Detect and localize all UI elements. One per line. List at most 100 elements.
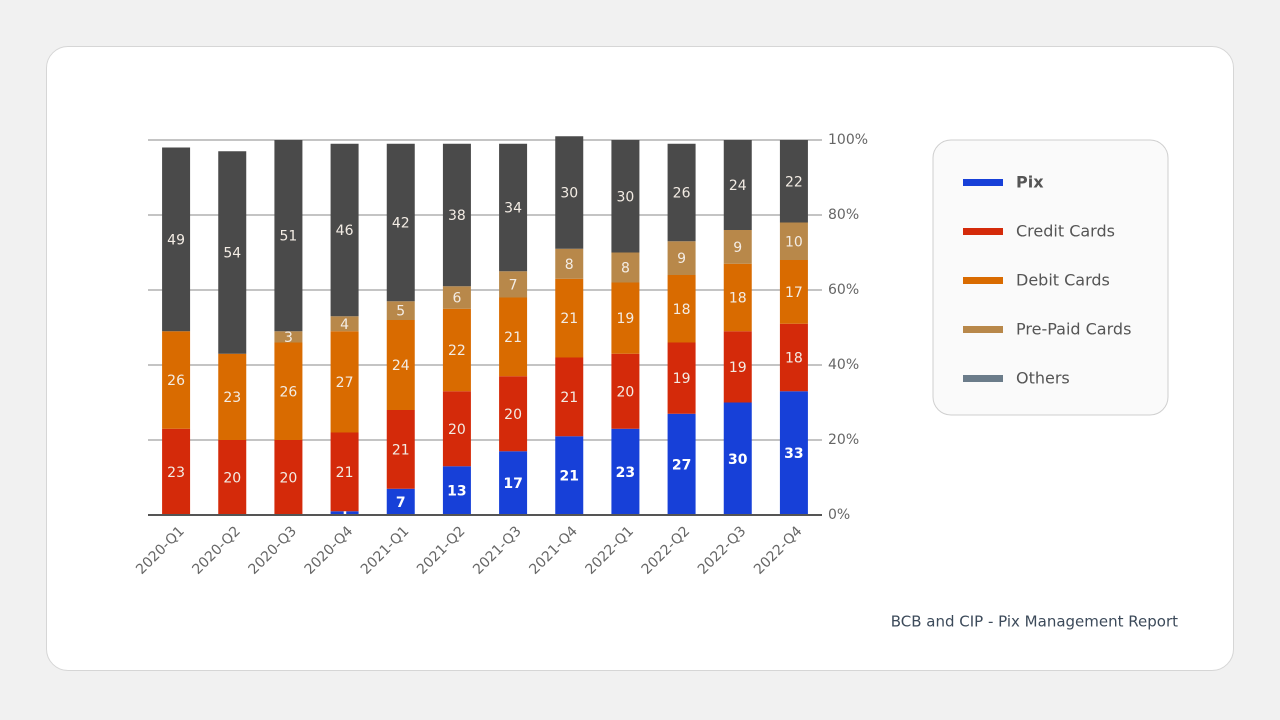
bar-segment [386,410,415,489]
bar-segment [218,151,247,354]
data-label: 20 [617,384,635,400]
x-tick-label: 2020-Q4 [302,523,357,578]
data-label: 24 [729,178,747,194]
data-label: 18 [673,302,691,318]
legend-box [932,139,1169,416]
data-label: 7 [396,495,406,511]
bar-segment [162,331,191,429]
y-tick-label: 60% [828,282,859,298]
bar-segment [330,316,359,332]
data-label: 21 [336,465,354,481]
data-label: 20 [448,422,466,438]
bar-segment [330,432,359,512]
legend-swatch [963,375,1003,382]
bar-segment [611,428,640,515]
data-label: 20 [504,407,522,423]
data-label: 3 [284,330,293,346]
data-label: 23 [223,390,241,406]
legend-swatch [963,179,1003,186]
bar-segment [386,301,415,320]
bar-segment [555,357,584,437]
y-tick-label: 0% [828,507,850,523]
data-label: 6 [452,291,461,307]
bar-segment [442,308,471,392]
data-label: 18 [729,291,747,307]
x-tick-label: 2020-Q2 [189,523,244,578]
bar-segment [667,241,696,275]
x-tick-label: 2022-Q1 [583,523,638,578]
data-label: 46 [336,223,354,239]
x-tick-label: 2022-Q3 [695,523,750,578]
bar-segment [555,278,584,358]
bar-segment [274,140,303,332]
data-label: 42 [392,216,410,232]
x-tick-label: 2020-Q1 [133,523,188,578]
data-label: 8 [621,261,630,277]
legend-swatch [963,326,1003,333]
bar-segment [779,260,808,324]
legend-label: Credit Cards [1016,222,1115,241]
bar-segment [779,140,808,223]
data-label: 21 [560,469,579,485]
data-label: 19 [729,360,747,376]
bar-segment [386,488,415,515]
data-label: 9 [677,251,686,267]
data-label: 21 [560,390,578,406]
bar-segment [162,428,191,515]
data-label: 13 [447,484,466,500]
data-label: 26 [280,384,298,400]
bar-segment [667,275,696,343]
data-label: 22 [448,343,466,359]
x-tick-label: 2021-Q4 [526,523,581,578]
data-label: 23 [616,465,635,481]
data-label: 21 [560,311,578,327]
x-tick-label: 2022-Q4 [751,523,806,578]
bar-segment [218,440,247,515]
legend-label: Pix [1016,173,1044,192]
bar-segment [667,342,696,414]
data-label: 19 [617,311,635,327]
x-tick-label: 2021-Q1 [358,523,413,578]
bar-segment [723,263,752,332]
bar-segment [162,147,191,332]
data-label: 17 [503,476,522,492]
bar-segment [386,143,415,302]
bar-segment [667,143,696,242]
data-label: 4 [340,317,349,333]
y-tick-label: 100% [828,132,868,148]
source: BCB and CIP - Pix Management Report [891,613,1178,631]
data-label: 7 [509,277,518,293]
y-tick-label: 20% [828,432,859,448]
data-label: 34 [504,201,522,217]
data-label: 19 [673,371,691,387]
y-tick-label: 40% [828,357,859,373]
y-tick-label: 80% [828,207,859,223]
data-label: 20 [223,471,241,487]
data-label: 49 [167,232,185,248]
data-label: 24 [392,358,410,374]
data-label: 26 [167,373,185,389]
data-label: 38 [448,208,466,224]
data-label: 27 [336,375,354,391]
x-tick-label: 2021-Q2 [414,523,469,578]
bar-segment [442,391,471,467]
bar-segment [499,143,528,272]
bar-segment [442,143,471,287]
legend-label: Debit Cards [1016,271,1110,290]
x-tick-label: 2022-Q2 [639,523,694,578]
bar-segment [499,376,528,452]
bar-segment [779,222,808,260]
bar-segment [779,391,808,515]
data-label: 22 [785,174,803,190]
bar-segment [274,440,303,515]
data-label: 51 [280,229,298,245]
data-label: 20 [280,471,298,487]
data-label: 27 [672,457,691,473]
bar-segment [667,413,696,515]
data-label: 30 [728,452,748,468]
data-label: 23 [167,465,185,481]
data-label: 30 [560,186,578,202]
bar-segment [555,436,584,515]
data-label: 30 [617,189,635,205]
